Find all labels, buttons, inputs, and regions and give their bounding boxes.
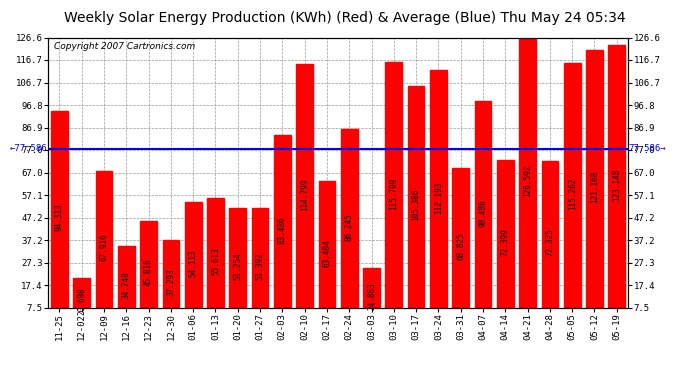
Bar: [609, 45, 625, 324]
Bar: [497, 160, 513, 324]
Bar: [564, 63, 580, 324]
Text: Weekly Solar Energy Production (KWh) (Red) & Average (Blue) Thu May 24 05:34: Weekly Solar Energy Production (KWh) (Re…: [64, 11, 626, 25]
Text: 37.293: 37.293: [166, 268, 175, 296]
Text: 121.168: 121.168: [590, 171, 599, 203]
Text: 77.586→: 77.586→: [629, 144, 667, 153]
Text: 86.245: 86.245: [345, 213, 354, 241]
Bar: [542, 160, 558, 324]
Bar: [319, 181, 335, 324]
Text: 123.148: 123.148: [612, 169, 621, 201]
Bar: [386, 62, 402, 324]
Text: 126.592: 126.592: [523, 165, 532, 197]
Bar: [96, 171, 112, 324]
Bar: [252, 208, 268, 324]
Bar: [185, 202, 201, 324]
Bar: [586, 50, 603, 324]
Bar: [408, 86, 424, 324]
Text: 72.325: 72.325: [545, 229, 554, 256]
Text: 115.709: 115.709: [389, 177, 398, 210]
Text: 51.392: 51.392: [255, 252, 264, 280]
Bar: [51, 111, 68, 324]
Bar: [140, 220, 157, 324]
Text: 114.799: 114.799: [300, 178, 309, 211]
Bar: [475, 101, 491, 324]
Text: 34.748: 34.748: [122, 271, 131, 299]
Text: 67.916: 67.916: [99, 234, 108, 261]
Text: 72.399: 72.399: [501, 229, 510, 256]
Text: 115.262: 115.262: [568, 178, 577, 210]
Text: 24.863: 24.863: [367, 282, 376, 310]
Text: 98.486: 98.486: [478, 199, 488, 227]
Text: 112.193: 112.193: [434, 181, 443, 213]
Bar: [520, 38, 536, 324]
Text: 45.816: 45.816: [144, 259, 153, 286]
Text: 51.254: 51.254: [233, 252, 242, 280]
Text: 63.404: 63.404: [322, 239, 331, 267]
Bar: [230, 208, 246, 324]
Text: 55.613: 55.613: [211, 248, 220, 275]
Text: 20.698: 20.698: [77, 287, 86, 315]
Bar: [73, 278, 90, 324]
Bar: [274, 135, 290, 324]
Text: ←77.586: ←77.586: [10, 144, 48, 153]
Bar: [363, 268, 380, 324]
Bar: [118, 246, 135, 324]
Bar: [430, 70, 447, 324]
Text: 94.313: 94.313: [55, 204, 64, 231]
Bar: [341, 129, 357, 324]
Text: 68.825: 68.825: [456, 232, 465, 260]
Text: 105.386: 105.386: [412, 189, 421, 221]
Bar: [207, 198, 224, 324]
Bar: [453, 168, 469, 324]
Text: Copyright 2007 Cartronics.com: Copyright 2007 Cartronics.com: [54, 42, 195, 51]
Bar: [163, 240, 179, 324]
Text: 54.113: 54.113: [188, 249, 198, 277]
Text: 83.486: 83.486: [278, 216, 287, 244]
Bar: [296, 64, 313, 324]
